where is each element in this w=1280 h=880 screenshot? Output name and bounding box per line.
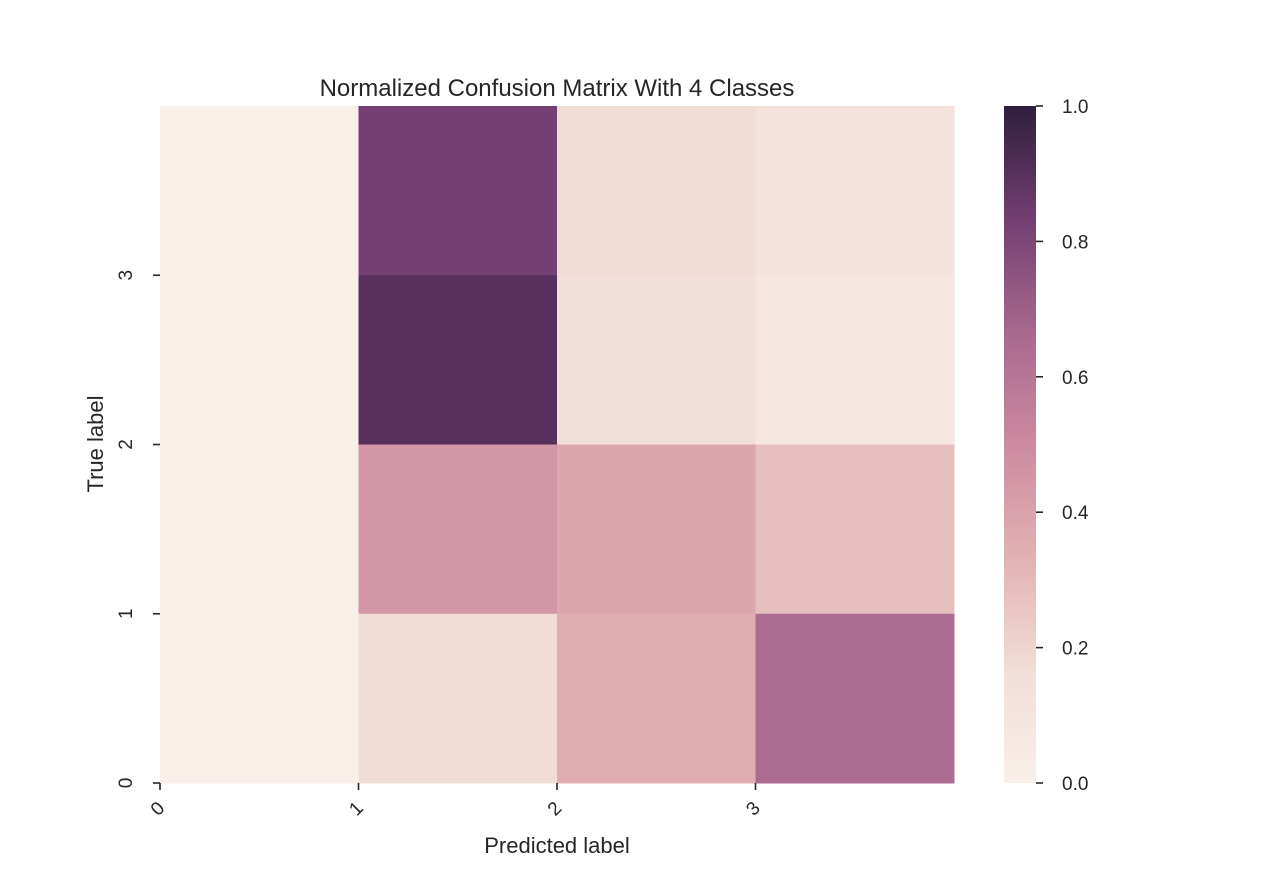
heatmap-cell-r1-c0 <box>160 275 359 445</box>
colorbar <box>1004 106 1036 783</box>
colorbar-tick-label: 0.0 <box>1062 774 1088 795</box>
heatmap-cell-r3-c2 <box>557 613 756 784</box>
heatmap-cell-r0-c2 <box>557 106 756 276</box>
heatmap-cell-r2-c3 <box>755 444 955 615</box>
colorbar-tick-label: 0.8 <box>1062 232 1088 253</box>
chart-title: Normalized Confusion Matrix With 4 Class… <box>320 75 795 102</box>
y-axis-label: True label <box>83 395 108 492</box>
y-axis-ticks: 0 1 2 3 <box>116 270 160 788</box>
heatmap-cell-r1-c3 <box>755 275 955 445</box>
y-tick-label: 0 <box>116 778 137 789</box>
heatmap-cell-r2-c2 <box>557 444 756 615</box>
x-tick-label: 2 <box>544 798 566 820</box>
heatmap-cell-r2-c1 <box>358 444 558 615</box>
colorbar-tick-label: 1.0 <box>1062 97 1088 118</box>
x-axis-ticks: 0 1 2 3 <box>147 783 765 820</box>
x-tick-label: 1 <box>345 798 367 820</box>
x-tick-label: 0 <box>147 798 169 820</box>
heatmap-cell-r0-c0 <box>160 106 359 276</box>
colorbar-tick-label: 0.6 <box>1062 368 1088 389</box>
y-tick-label: 3 <box>116 270 137 281</box>
heatmap-cells <box>160 106 955 784</box>
heatmap-cell-r1-c1 <box>358 275 558 445</box>
colorbar-ticks: 0.0 0.2 0.4 0.6 0.8 1.0 <box>1036 97 1089 795</box>
y-tick-label: 1 <box>116 608 137 619</box>
y-tick-label: 2 <box>116 439 137 450</box>
colorbar-tick-label: 0.4 <box>1062 503 1089 524</box>
heatmap-cell-r2-c0 <box>160 444 359 615</box>
heatmap-cell-r0-c1 <box>358 106 558 276</box>
x-axis-label: Predicted label <box>484 833 630 858</box>
heatmap-cell-r1-c2 <box>557 275 756 445</box>
heatmap-cell-r3-c0 <box>160 613 359 784</box>
heatmap-cell-r0-c3 <box>755 106 955 276</box>
colorbar-tick-label: 0.2 <box>1062 639 1088 660</box>
heatmap-cell-r3-c1 <box>358 613 558 784</box>
heatmap-cell-r3-c3 <box>755 613 955 784</box>
x-tick-label: 3 <box>742 798 764 820</box>
